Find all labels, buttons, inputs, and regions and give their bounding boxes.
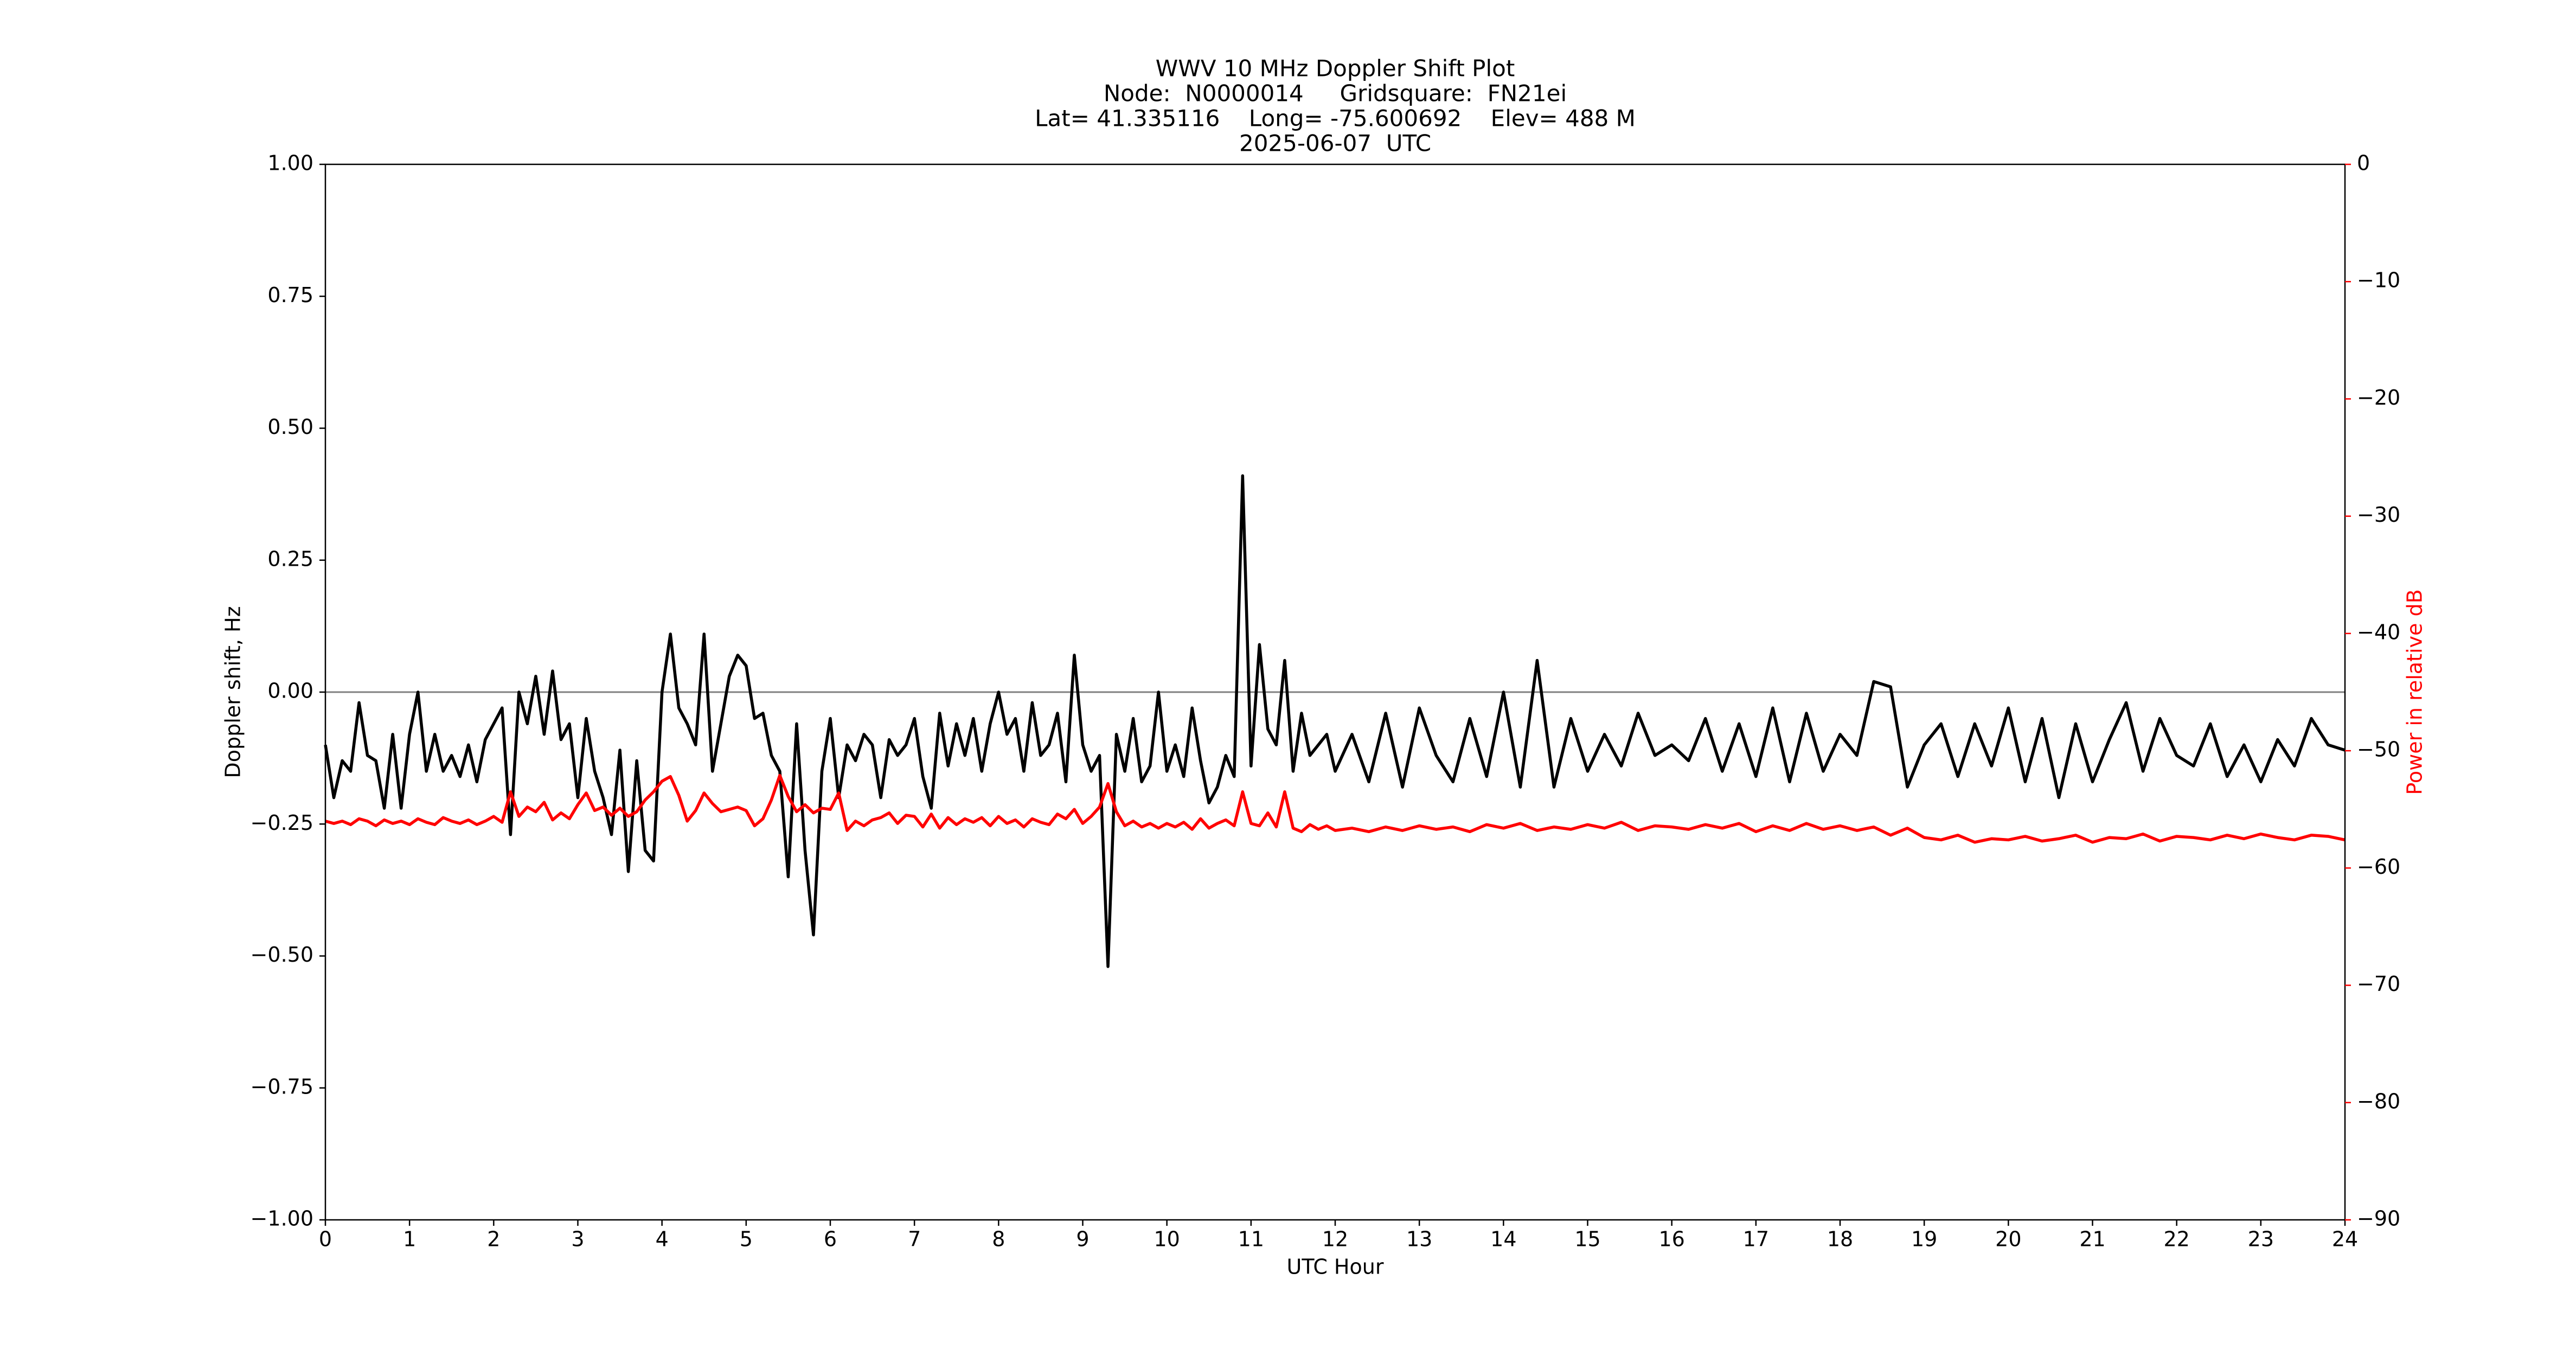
x-axis-label: UTC Hour: [1287, 1255, 1384, 1279]
y2-axis-label: Power in relative dB: [2403, 589, 2427, 795]
x-tick-label: 17: [1743, 1227, 1769, 1251]
x-tick-label: 3: [571, 1227, 584, 1251]
y2-tick-label: 0: [2357, 151, 2370, 175]
y2-tick-label: −40: [2357, 620, 2400, 644]
y2-tick-label: −20: [2357, 386, 2400, 410]
chart-subtitle: Lat= 41.335116 Long= -75.600692 Elev= 48…: [1035, 105, 1636, 132]
data-line: [324, 474, 2346, 968]
y-tick-label: −0.25: [251, 811, 313, 835]
y-tick-label: −0.50: [251, 943, 313, 967]
x-tick-label: 2: [487, 1227, 500, 1251]
x-tick-label: 1: [403, 1227, 416, 1251]
y2-tick-label: −10: [2357, 268, 2400, 292]
x-tick-label: 5: [740, 1227, 753, 1251]
chart-title: WWV 10 MHz Doppler Shift Plot: [1156, 55, 1515, 82]
y2-tick-label: −90: [2357, 1207, 2400, 1231]
y2-tick-label: −30: [2357, 503, 2400, 527]
chart-subtitle: Node: N0000014 Gridsquare: FN21ei: [1104, 80, 1567, 107]
y-tick-label: −0.75: [251, 1074, 313, 1098]
x-tick-label: 16: [1658, 1227, 1684, 1251]
y-tick-label: 0.00: [267, 679, 313, 703]
x-tick-label: 13: [1406, 1227, 1432, 1251]
data-line: [325, 773, 2346, 844]
y2-tick-label: −60: [2357, 855, 2400, 879]
x-tick-label: 20: [1995, 1227, 2021, 1251]
y-tick-label: −1.00: [251, 1207, 313, 1231]
x-tick-label: 0: [319, 1227, 332, 1251]
x-tick-label: 22: [2163, 1227, 2189, 1251]
x-tick-label: 18: [1827, 1227, 1853, 1251]
x-tick-label: 21: [2079, 1227, 2105, 1251]
x-tick-label: 10: [1154, 1227, 1180, 1251]
x-tick-label: 8: [992, 1227, 1005, 1251]
x-tick-label: 7: [908, 1227, 921, 1251]
y2-tick-label: −70: [2357, 972, 2400, 996]
y2-tick-label: −50: [2357, 738, 2400, 762]
y-tick-label: 1.00: [267, 151, 313, 175]
chart-subtitle: 2025-06-07 UTC: [1239, 130, 1431, 157]
x-tick-label: 23: [2248, 1227, 2274, 1251]
x-tick-label: 15: [1574, 1227, 1600, 1251]
y-tick-label: 0.25: [267, 547, 313, 571]
x-tick-label: 4: [656, 1227, 669, 1251]
y-tick-label: 0.50: [267, 415, 313, 439]
x-tick-label: 14: [1490, 1227, 1516, 1251]
x-tick-label: 9: [1076, 1227, 1089, 1251]
y2-tick-label: −80: [2357, 1089, 2400, 1113]
x-tick-label: 11: [1238, 1227, 1264, 1251]
x-tick-label: 19: [1911, 1227, 1937, 1251]
y-tick-label: 0.75: [267, 283, 313, 307]
y-axis-label: Doppler shift, Hz: [221, 606, 245, 778]
x-tick-label: 24: [2332, 1227, 2358, 1251]
x-tick-label: 12: [1322, 1227, 1348, 1251]
x-tick-label: 6: [824, 1227, 837, 1251]
